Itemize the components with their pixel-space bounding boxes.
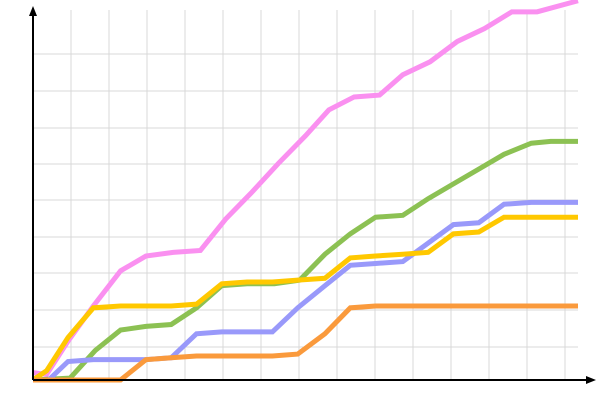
series-line-green xyxy=(32,138,578,383)
vertical-gridlines xyxy=(70,10,566,380)
y-axis-arrow xyxy=(29,6,37,16)
horizontal-gridlines xyxy=(33,53,578,348)
x-axis-arrow xyxy=(586,376,596,384)
series-line-orange xyxy=(33,303,578,383)
series-line-yellow xyxy=(31,214,578,383)
series-line-pink xyxy=(32,0,579,378)
axes-layer xyxy=(29,6,596,384)
series-layer xyxy=(31,0,579,383)
series-line-purple xyxy=(33,199,578,383)
